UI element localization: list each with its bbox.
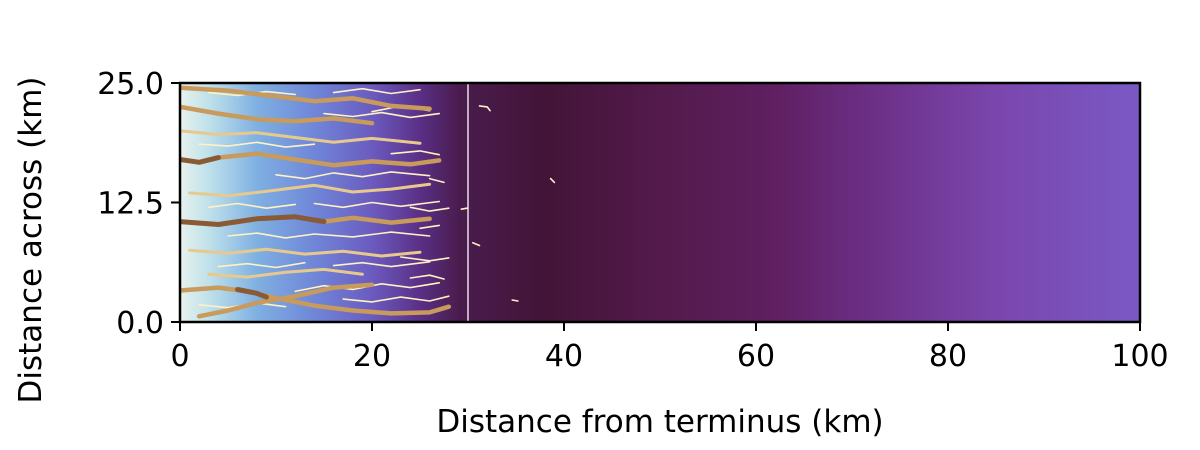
channel-network <box>180 85 556 319</box>
x-tick-label: 20 <box>353 339 391 374</box>
channel-major <box>321 215 432 225</box>
y-tick-label: 12.5 <box>97 187 164 222</box>
channel-minor <box>227 231 431 239</box>
channel-major <box>216 151 442 168</box>
channel-minor <box>332 87 421 95</box>
channel-minor <box>399 256 450 262</box>
channel-medium <box>188 182 432 198</box>
x-axis: 0 20 40 60 80 100 <box>170 322 1169 374</box>
y-tick-label: 25.0 <box>97 67 164 102</box>
channel-medium <box>180 129 422 145</box>
channel-minor <box>471 241 481 247</box>
channel-minor <box>511 299 519 302</box>
channel-minor <box>342 295 450 303</box>
channel-minor <box>313 200 441 209</box>
x-axis-label: Distance from terminus (km) <box>436 404 883 440</box>
channel-medium <box>188 247 422 258</box>
channel-minor <box>217 261 306 269</box>
plot-area <box>178 81 1142 324</box>
channel-minor <box>419 224 441 230</box>
channel-minor <box>460 207 468 210</box>
channel-minor <box>390 150 441 156</box>
y-axis-label: Distance across (km) <box>13 77 49 404</box>
channel-major <box>180 104 375 126</box>
channel-major-dark <box>180 155 221 165</box>
x-tick-label: 60 <box>737 339 775 374</box>
y-axis: 0.0 12.5 25.0 <box>97 67 180 341</box>
heatmap-field <box>180 83 1140 322</box>
channel-minor <box>275 171 431 180</box>
channel-minor <box>332 260 431 268</box>
channel-major <box>180 85 432 112</box>
channel-major <box>196 282 375 319</box>
x-tick-label: 80 <box>929 339 967 374</box>
y-tick-label: 0.0 <box>116 306 164 341</box>
channel-minor <box>198 141 316 148</box>
channel-minor <box>428 177 445 184</box>
channel-major-dark <box>180 214 327 227</box>
channel-minor <box>478 105 491 112</box>
x-tick-label: 0 <box>170 339 189 374</box>
channel-minor <box>208 202 297 209</box>
x-tick-label: 40 <box>545 339 583 374</box>
channel-minor <box>549 177 556 184</box>
channel-medium <box>207 267 364 279</box>
channel-minor <box>409 274 445 280</box>
channel-minor <box>409 206 450 212</box>
channel-major-dark <box>235 287 269 300</box>
channel-major <box>180 285 452 316</box>
x-tick-label: 100 <box>1111 339 1168 374</box>
channel-minor <box>323 111 441 119</box>
